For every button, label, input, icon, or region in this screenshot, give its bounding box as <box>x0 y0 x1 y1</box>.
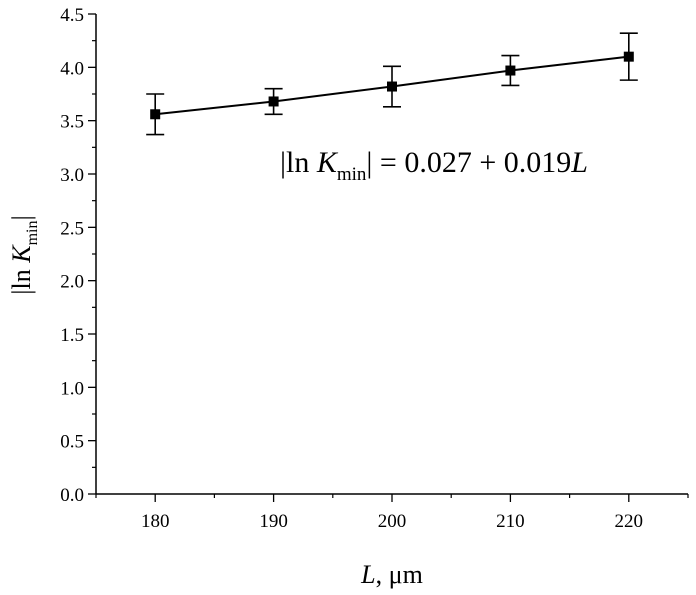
ticks: 180 190 200 210 220 0.0 0.5 1.0 1.5 2.0 2.5 3.0 3.5 4… <box>60 5 689 532</box>
data-point <box>387 81 397 92</box>
eq-sub: min <box>337 164 367 185</box>
y-axis-suffix: | <box>7 215 36 220</box>
y-tick-label: 1.5 <box>60 325 84 346</box>
y-axis-label: |ln Kmin| <box>7 215 41 294</box>
x-tick-label: 210 <box>496 511 525 532</box>
y-tick-label: 0.5 <box>60 432 84 453</box>
data-point <box>150 109 161 120</box>
eq-rhs-var: L <box>570 146 588 179</box>
x-axis-unit: , μm <box>376 560 423 589</box>
x-axis-var: L <box>360 560 375 589</box>
y-axis-var: K <box>7 244 36 264</box>
y-tick-label: 1.0 <box>60 378 84 399</box>
x-tick-label: 200 <box>378 511 407 532</box>
data-point <box>268 96 279 107</box>
eq-lhs-open: |ln <box>280 146 317 179</box>
y-tick-label: 3.0 <box>60 165 84 186</box>
eq-rhs: | = 0.027 + 0.019 <box>366 146 571 179</box>
y-tick-label: 2.0 <box>60 272 84 293</box>
y-tick-label: 3.5 <box>60 112 84 133</box>
y-axis-sub: min <box>24 221 41 246</box>
y-tick-label: 2.5 <box>60 218 84 239</box>
y-tick-label: 4.5 <box>60 5 84 26</box>
y-tick-label: 0.0 <box>60 485 84 506</box>
points-layer <box>150 51 634 120</box>
x-axis-label: L, μm <box>360 560 423 589</box>
eq-var-k: K <box>316 146 339 179</box>
x-tick-label: 220 <box>615 511 644 532</box>
data-point <box>505 65 516 76</box>
x-tick-label: 190 <box>259 511 288 532</box>
x-tick-label: 180 <box>141 511 170 532</box>
fit-equation: |ln Kmin| = 0.027 + 0.019L <box>280 146 588 185</box>
y-tick-label: 4.0 <box>60 58 84 79</box>
y-axis-prefix: |ln <box>7 263 36 295</box>
data-point <box>623 51 634 62</box>
